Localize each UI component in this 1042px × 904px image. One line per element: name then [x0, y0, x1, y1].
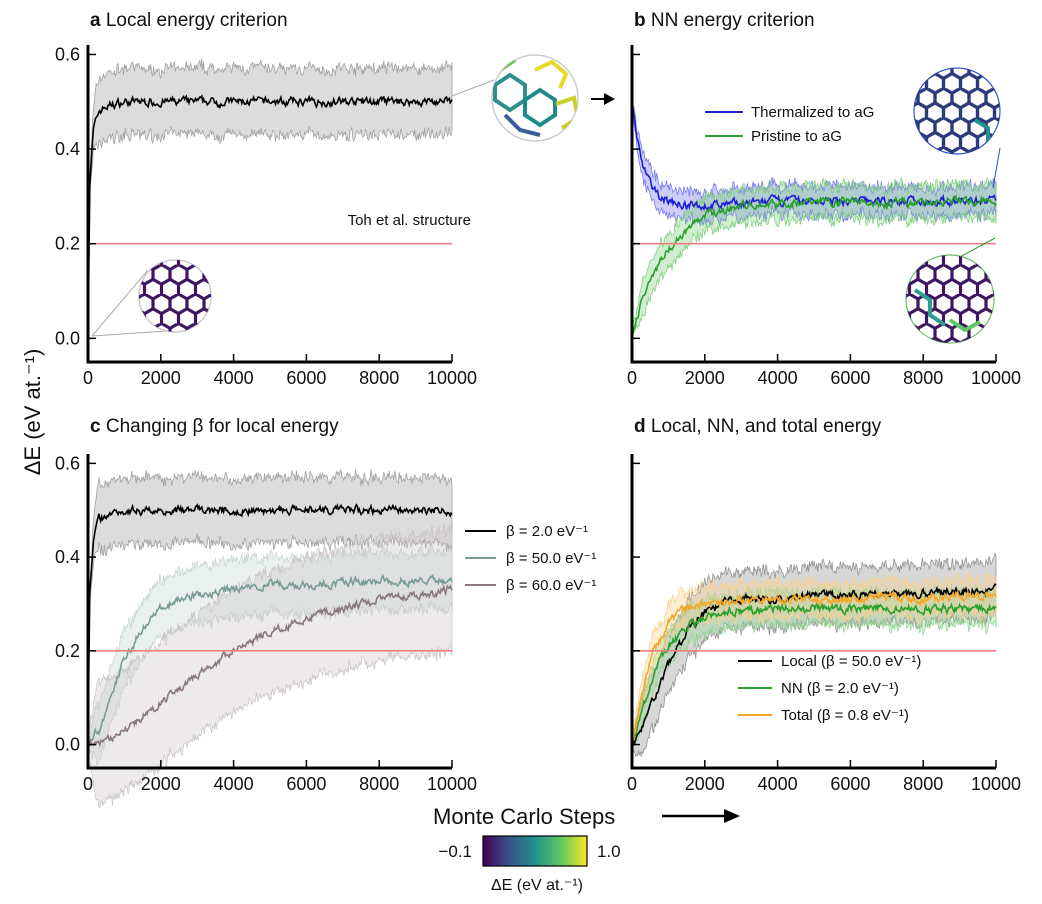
panel-a-title: a Local energy criterion [90, 10, 288, 31]
x-tick-label-b-0: 0 [627, 368, 637, 388]
colorbar-max: 1.0 [597, 842, 621, 861]
colorbar-gradient [482, 835, 588, 867]
panel-b: b NN energy criterion 0 2000 4000 6000 8000 1… [627, 10, 1021, 388]
x-tick-label-d-3: 6000 [830, 774, 870, 794]
x-tick-label-d-1: 2000 [685, 774, 725, 794]
colorbar: −0.1 1.0 ΔE (eV at.⁻¹) [438, 835, 621, 894]
series-line-c-1 [87, 502, 453, 743]
series-line-c-3 [87, 584, 453, 749]
legend-c-label-3: β = 60.0 eV⁻¹ [506, 577, 596, 594]
series-line-a-1 [87, 94, 453, 342]
x-tick-label-d-0: 0 [627, 774, 637, 794]
y-tick-label-c-1: 0.2 [55, 641, 80, 661]
legend-b: Thermalized to aG Pristine to aG [705, 104, 874, 145]
x-tick-label-b-4: 8000 [903, 368, 943, 388]
x-tick-label-c-1: 2000 [141, 774, 181, 794]
x-tick-label-a-5: 10000 [427, 368, 477, 388]
colorbar-label: ΔE (eV at.⁻¹) [491, 877, 583, 894]
legend-c-label-2: β = 50.0 eV⁻¹ [506, 550, 596, 567]
plot-c: 0 2000 4000 6000 8000 10000 0.0 0.2 0.4 0.6 [55, 453, 477, 809]
y-tick-label-a-2: 0.4 [55, 139, 80, 159]
x-tick-label-c-4: 8000 [359, 774, 399, 794]
x-tick-label-b-3: 6000 [830, 368, 870, 388]
y-tick-label-a-0: 0.0 [55, 328, 80, 348]
reference-label: Toh et al. structure [348, 212, 471, 229]
x-tick-label-d-4: 8000 [903, 774, 943, 794]
arrow-icon [604, 93, 615, 105]
band-a-1 [87, 58, 453, 349]
series-line-b-2 [631, 193, 997, 341]
x-tick-label-c-3: 6000 [286, 774, 326, 794]
legend-b-label-2: Pristine to aG [751, 128, 842, 145]
inset-pristine-structure [91, 259, 212, 337]
series-line-d-3 [631, 589, 997, 747]
legend-c-label-1: β = 2.0 eV⁻¹ [506, 523, 588, 540]
x-tick-label-b-1: 2000 [685, 368, 725, 388]
y-tick-label-c-2: 0.4 [55, 547, 80, 567]
colorbar-min: −0.1 [438, 842, 472, 861]
x-tick-label-d-5: 10000 [971, 774, 1021, 794]
panel-b-title: b NN energy criterion [634, 10, 815, 31]
panel-c: c Changing β for local energy 0 2000 4000 6… [55, 416, 596, 809]
series-line-c-2 [87, 573, 453, 746]
legend-d-label-3: Total (β = 0.8 eV⁻¹) [781, 707, 909, 724]
y-tick-label-c-0: 0.0 [55, 735, 80, 755]
x-tick-label-a-3: 6000 [286, 368, 326, 388]
x-tick-label-a-2: 4000 [214, 368, 254, 388]
plot-b: 0 2000 4000 6000 8000 10000 [627, 45, 1021, 388]
x-tick-label-a-4: 8000 [359, 368, 399, 388]
y-axis-label: ΔE (eV at.⁻¹) [20, 349, 45, 476]
x-tick-label-d-2: 4000 [758, 774, 798, 794]
legend-d-label-2: NN (β = 2.0 eV⁻¹) [781, 680, 899, 697]
x-axis-label: Monte Carlo Steps [433, 804, 615, 829]
x-tick-label-c-5: 10000 [427, 774, 477, 794]
y-tick-label-c-3: 0.6 [55, 453, 80, 473]
x-tick-label-b-5: 10000 [971, 368, 1021, 388]
legend-d-label-1: Local (β = 50.0 eV⁻¹) [781, 653, 921, 670]
legend-d: Local (β = 50.0 eV⁻¹) NN (β = 2.0 eV⁻¹) … [738, 653, 921, 724]
x-tick-label-c-0: 0 [83, 774, 93, 794]
plot-d: 0 2000 4000 6000 8000 10000 [627, 454, 1021, 794]
plot-a: 0 2000 4000 6000 8000 10000 0.0 0.2 0.4 0.6 [55, 44, 477, 388]
x-tick-label-b-2: 4000 [758, 368, 798, 388]
band-c-3 [87, 523, 453, 809]
legend-b-label-1: Thermalized to aG [751, 104, 874, 121]
series-line-d-2 [631, 601, 997, 744]
y-tick-label-a-3: 0.6 [55, 44, 80, 64]
y-tick-label-a-1: 0.2 [55, 234, 80, 254]
inset-local-structure [451, 54, 615, 142]
x-tick-label-a-1: 2000 [141, 368, 181, 388]
panel-a: a Local energy criterion 0 2000 4000 6000 80… [55, 10, 477, 388]
x-tick-label-a-0: 0 [83, 368, 93, 388]
band-b-2 [631, 176, 997, 344]
panel-d-title: d Local, NN, and total energy [634, 416, 882, 437]
panel-c-title: c Changing β for local energy [90, 416, 339, 437]
inset-nn-thermalized-structure [913, 67, 1001, 189]
panel-d: d Local, NN, and total energy 0 2000 4000 6… [627, 416, 1021, 794]
inset-nn-pristine-structure [905, 237, 996, 344]
x-tick-label-c-2: 4000 [214, 774, 254, 794]
legend-c: β = 2.0 eV⁻¹ β = 50.0 eV⁻¹ β = 60.0 eV⁻¹ [465, 523, 596, 594]
arrow-right-icon [662, 809, 740, 823]
